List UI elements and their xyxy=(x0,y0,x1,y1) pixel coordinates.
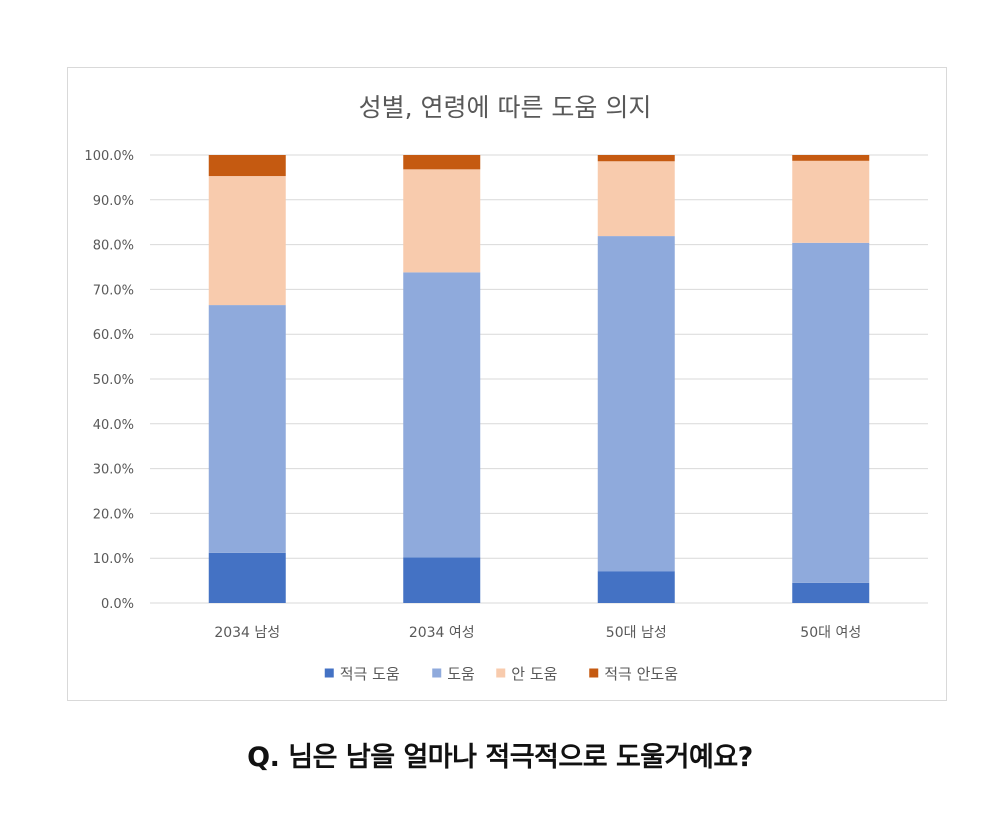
x-tick-label: 2034 남성 xyxy=(214,625,280,641)
y-tick-label: 80.0% xyxy=(93,239,134,254)
legend-swatch xyxy=(324,668,334,678)
y-tick-label: 50.0% xyxy=(93,373,134,388)
bar-segment xyxy=(597,155,675,162)
bar-segment xyxy=(597,236,675,572)
question-caption: Q. 님은 남을 얼마나 적극적으로 도울거예요? xyxy=(247,742,753,773)
y-tick-label: 0.0% xyxy=(101,597,134,612)
legend-swatch xyxy=(496,668,506,678)
bar-segment xyxy=(597,161,675,237)
bar-segment xyxy=(403,155,481,170)
y-tick-label: 40.0% xyxy=(93,418,134,433)
y-tick-label: 20.0% xyxy=(93,507,134,522)
bar-segment xyxy=(403,169,481,273)
stacked-bar-chart: 성별, 연령에 따른 도움 의지 0.0% 10.0% 20.0% 30.0% 40.0… xyxy=(84,93,928,683)
bar-segment xyxy=(792,582,870,603)
bar-segment xyxy=(208,155,286,177)
y-tick-label: 60.0% xyxy=(93,328,134,343)
x-tick-label: 50대 여성 xyxy=(800,625,861,641)
y-tick-label: 90.0% xyxy=(93,194,134,209)
y-tick-label: 100.0% xyxy=(84,149,134,164)
legend-swatch xyxy=(589,668,599,678)
legend-label: 적극 도움 xyxy=(340,665,400,683)
legend-label: 안 도움 xyxy=(511,665,557,683)
legend-label: 적극 안도움 xyxy=(604,665,678,683)
chart-frame: 성별, 연령에 따른 도움 의지 0.0% 10.0% 20.0% 30.0% 40.0… xyxy=(67,67,947,701)
y-tick-label: 10.0% xyxy=(93,552,134,567)
bar-segment xyxy=(597,571,675,603)
x-tick-label: 2034 여성 xyxy=(409,625,475,641)
bar-segment xyxy=(208,552,286,603)
bar-segment xyxy=(403,557,481,603)
bar-segment xyxy=(208,305,286,553)
bar-segment xyxy=(208,176,286,306)
legend-swatch xyxy=(432,668,442,678)
bar-segment xyxy=(403,272,481,558)
y-tick-label: 70.0% xyxy=(93,283,134,298)
y-tick-label: 30.0% xyxy=(93,463,134,478)
x-tick-label: 50대 남성 xyxy=(606,625,667,641)
bar-segment xyxy=(792,242,870,583)
chart-title: 성별, 연령에 따른 도움 의지 xyxy=(359,93,652,122)
bar-segment xyxy=(792,160,870,243)
legend-label: 도움 xyxy=(447,665,475,683)
bar-segment xyxy=(792,155,870,161)
